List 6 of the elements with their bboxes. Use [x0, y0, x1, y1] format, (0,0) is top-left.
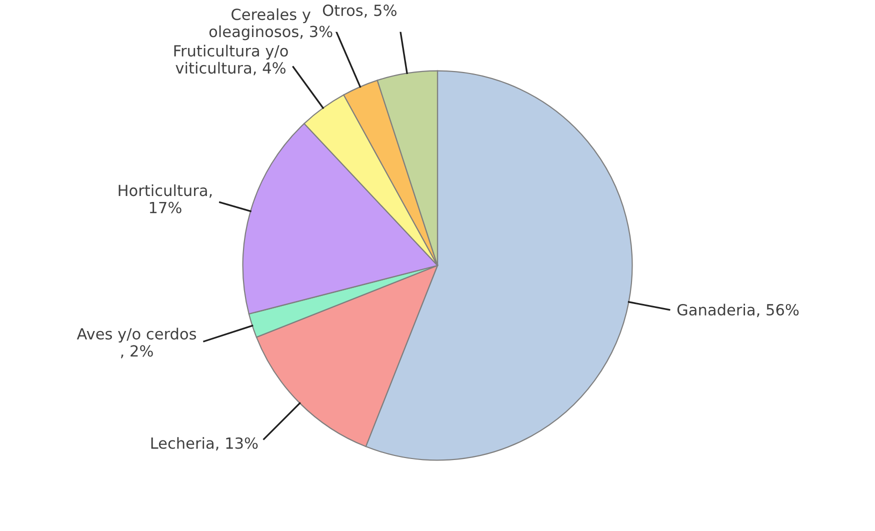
slice-label: Lecheria, 13%: [151, 437, 258, 450]
slice-label: Ganaderia, 56%: [677, 304, 799, 318]
slice-label: Fruticultura y/o viticultura, 4%: [174, 44, 288, 76]
slice-label: Horticultura, 17%: [118, 184, 212, 214]
slice-label: Otros, 5%: [322, 4, 396, 18]
slice-label: Aves y/o cerdos , 2%: [76, 328, 196, 358]
